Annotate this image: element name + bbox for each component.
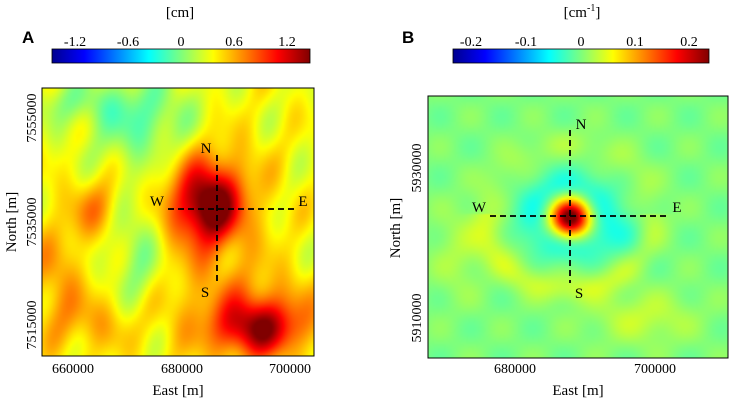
profile-n-label-b: N [576,117,587,133]
profile-s-label-b: S [575,286,583,302]
x-tick-b: 680000 [494,362,536,377]
colorbar-b-tick: -0.2 [460,35,482,50]
heatmap-a [41,87,315,357]
profile-lines-b [490,130,668,283]
y-tick-b: 5910000 [410,294,425,343]
heatmap-b-image [428,96,728,358]
colorbar-a-tick: -0.6 [117,35,139,50]
plot-frame-b [427,95,729,359]
y-axis-label-a: North [m] [4,192,20,252]
colorbar-b-unit: [cm-1] [564,3,601,21]
heatmap-b [427,95,729,359]
profile-e-label-b: E [672,200,681,216]
colorbar-a [51,48,311,64]
panel-label-a: A [22,28,34,47]
y-tick-a: 7515000 [25,301,40,350]
profile-n-label-a: N [201,141,212,157]
colorbar-b-tick: -0.1 [515,35,537,50]
colorbar-a-tick: 1.2 [278,35,296,50]
y-tick-a: 7555000 [25,94,40,143]
x-tick-a: 660000 [52,362,94,377]
colorbar-b-tick: 0.1 [626,35,644,50]
colorbar-a-tick: -1.2 [64,35,86,50]
x-ticks-b: 680000 700000 [494,362,676,377]
profile-lines-a [168,155,297,283]
x-ticks-a: 660000 680000 700000 [52,362,311,377]
panel-label-b: B [402,28,414,47]
colorbar-a-tick: 0.6 [225,35,243,50]
y-ticks-a: 7515000 7535000 7555000 [25,94,40,350]
profile-s-label-a: S [201,285,209,301]
colorbar-b-tick: 0 [578,35,585,50]
profile-w-label-a: W [150,194,165,210]
x-tick-b: 700000 [634,362,676,377]
colorbar-b [452,48,710,64]
colorbar-a-unit: [cm] [166,5,194,21]
y-ticks-b: 5910000 5930000 [410,144,425,343]
heatmap-a-image [42,88,314,356]
y-tick-a: 7535000 [25,198,40,247]
x-axis-label-b: East [m] [552,383,603,399]
y-tick-b: 5930000 [410,144,425,193]
colorbar-b-ticks: -0.2 -0.1 0 0.1 0.2 [460,35,698,50]
panel-a: A [cm] -1.2 -0.6 0 0.6 1.2 N S W E 66000… [4,5,315,399]
x-tick-a: 680000 [161,362,203,377]
plot-frame-a [41,87,315,357]
colorbar-a-ticks: -1.2 -0.6 0 0.6 1.2 [64,35,296,50]
y-axis-label-b: North [m] [388,198,404,258]
x-tick-a: 700000 [269,362,311,377]
colorbar-b-tick: 0.2 [680,35,698,50]
profile-e-label-a: E [298,194,307,210]
panel-b: B [cm-1] -0.2 -0.1 0 0.1 0.2 N S W E 680… [388,3,729,399]
profile-w-label-b: W [472,200,487,216]
colorbar-a-tick: 0 [178,35,185,50]
x-axis-label-a: East [m] [152,383,203,399]
